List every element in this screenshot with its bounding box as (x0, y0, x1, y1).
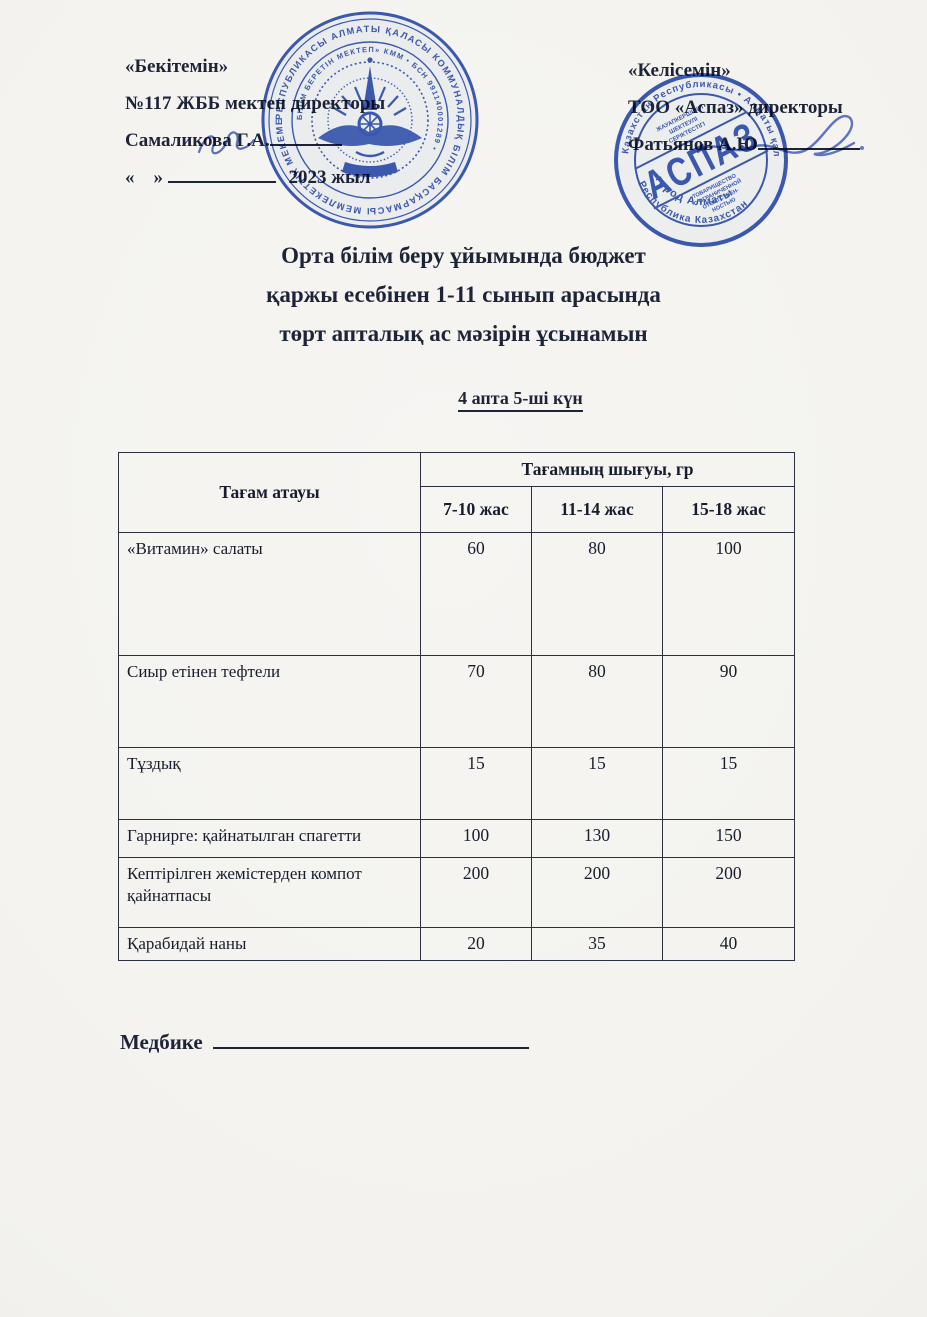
date-blank-line (167, 167, 276, 183)
table-row: Тұздық 15 15 15 (118, 747, 796, 820)
dish-value: 60 (420, 532, 532, 656)
company-director-name: Фатьянов А.Ю (628, 134, 758, 155)
dish-value: 15 (531, 747, 663, 820)
dish-name: Кептірілген жемістерден компот қайнатпас… (118, 857, 421, 928)
menu-table: Тағам атауы Тағамның шығуы, гр 7-10 жас … (118, 452, 796, 961)
dish-value: 100 (420, 819, 532, 858)
dish-value: 200 (420, 857, 532, 928)
document-title: Орта білім беру ұйымында бюджет қаржы ес… (0, 236, 927, 353)
school-round-stamp-icon: РЕСПУБЛИКАСЫ АЛМАТЫ ҚАЛАСЫ КОММУНАЛДЫҚ Б… (256, 6, 479, 229)
table-header-row-2: 7-10 жас 11-14 жас 15-18 жас (119, 486, 796, 533)
table-header-row-1: Тағам атауы Тағамның шығуы, гр (118, 452, 796, 533)
dish-name: Қарабидай наны (118, 927, 421, 961)
dish-value: 35 (531, 927, 663, 961)
table-row: Қарабидай наны 20 35 40 (118, 927, 796, 961)
dish-value: 90 (661, 655, 796, 748)
title-line-1: Орта білім беру ұйымында бюджет (281, 243, 646, 268)
table-row: Гарнирге: қайнатылган спагетти 100 130 1… (118, 819, 796, 858)
dish-value: 200 (661, 857, 796, 928)
dish-value: 15 (661, 747, 796, 820)
column-header-dish-name: Тағам атауы (118, 452, 421, 533)
week-day-text: 4 апта 5-ші күн (458, 388, 583, 412)
nurse-label: Медбике (120, 1030, 203, 1054)
approval-block-right: «Келісемін» ТОО «Аспаз» директоры Фатьян… (628, 60, 860, 171)
dish-value: 130 (531, 819, 663, 858)
dish-value: 40 (661, 927, 796, 961)
dish-value: 200 (531, 857, 663, 928)
dish-name: Сиыр етінен тефтели (118, 655, 421, 748)
dish-name: Тұздық (118, 747, 421, 820)
dish-value: 80 (531, 655, 663, 748)
dish-value: 70 (420, 655, 532, 748)
nurse-signature-line (212, 1033, 529, 1049)
dish-value: 100 (661, 532, 796, 656)
dish-name: Гарнирге: қайнатылган спагетти (118, 819, 421, 858)
school-director-signature-icon (197, 131, 256, 155)
nurse-signature-row: Медбике (120, 1030, 529, 1055)
column-header-age-7-10: 7-10 жас (420, 486, 532, 533)
dish-value: 80 (531, 532, 663, 656)
column-header-age-11-14: 11-14 жас (531, 486, 663, 533)
dish-value: 15 (420, 747, 532, 820)
table-row: Кептірілген жемістерден компот қайнатпас… (118, 857, 796, 928)
director-signature-icon (696, 114, 864, 157)
date-quotes: « » (125, 167, 163, 188)
title-line-3: төрт апталық ас мәзірін ұсынамын (279, 321, 648, 346)
dish-value: 150 (661, 819, 796, 858)
director-name: Самаликова Г.А. (125, 130, 270, 151)
aspaz-round-stamp-icon: Казахстан Республикасы • Алматы қаласы Р… (610, 70, 788, 247)
column-header-output-group: Тағамның шығуы, гр (419, 452, 796, 487)
column-header-age-15-18: 15-18 жас (661, 486, 796, 533)
title-line-2: қаржы есебінен 1-11 сынып арасында (266, 282, 661, 307)
company-director-line: ТОО «Аспаз» директоры (628, 97, 843, 118)
dish-name: «Витамин» салаты (118, 532, 421, 656)
week-day-subtitle: 4 апта 5-ші күн (0, 388, 927, 412)
table-row: Сиыр етінен тефтели 70 80 90 (118, 655, 796, 748)
approve-label: «Бекітемін» (125, 56, 229, 77)
table-row: «Витамин» салаты 60 80 100 (118, 532, 796, 656)
kazakhstan-emblem-icon (311, 57, 429, 179)
dish-value: 20 (420, 927, 532, 961)
